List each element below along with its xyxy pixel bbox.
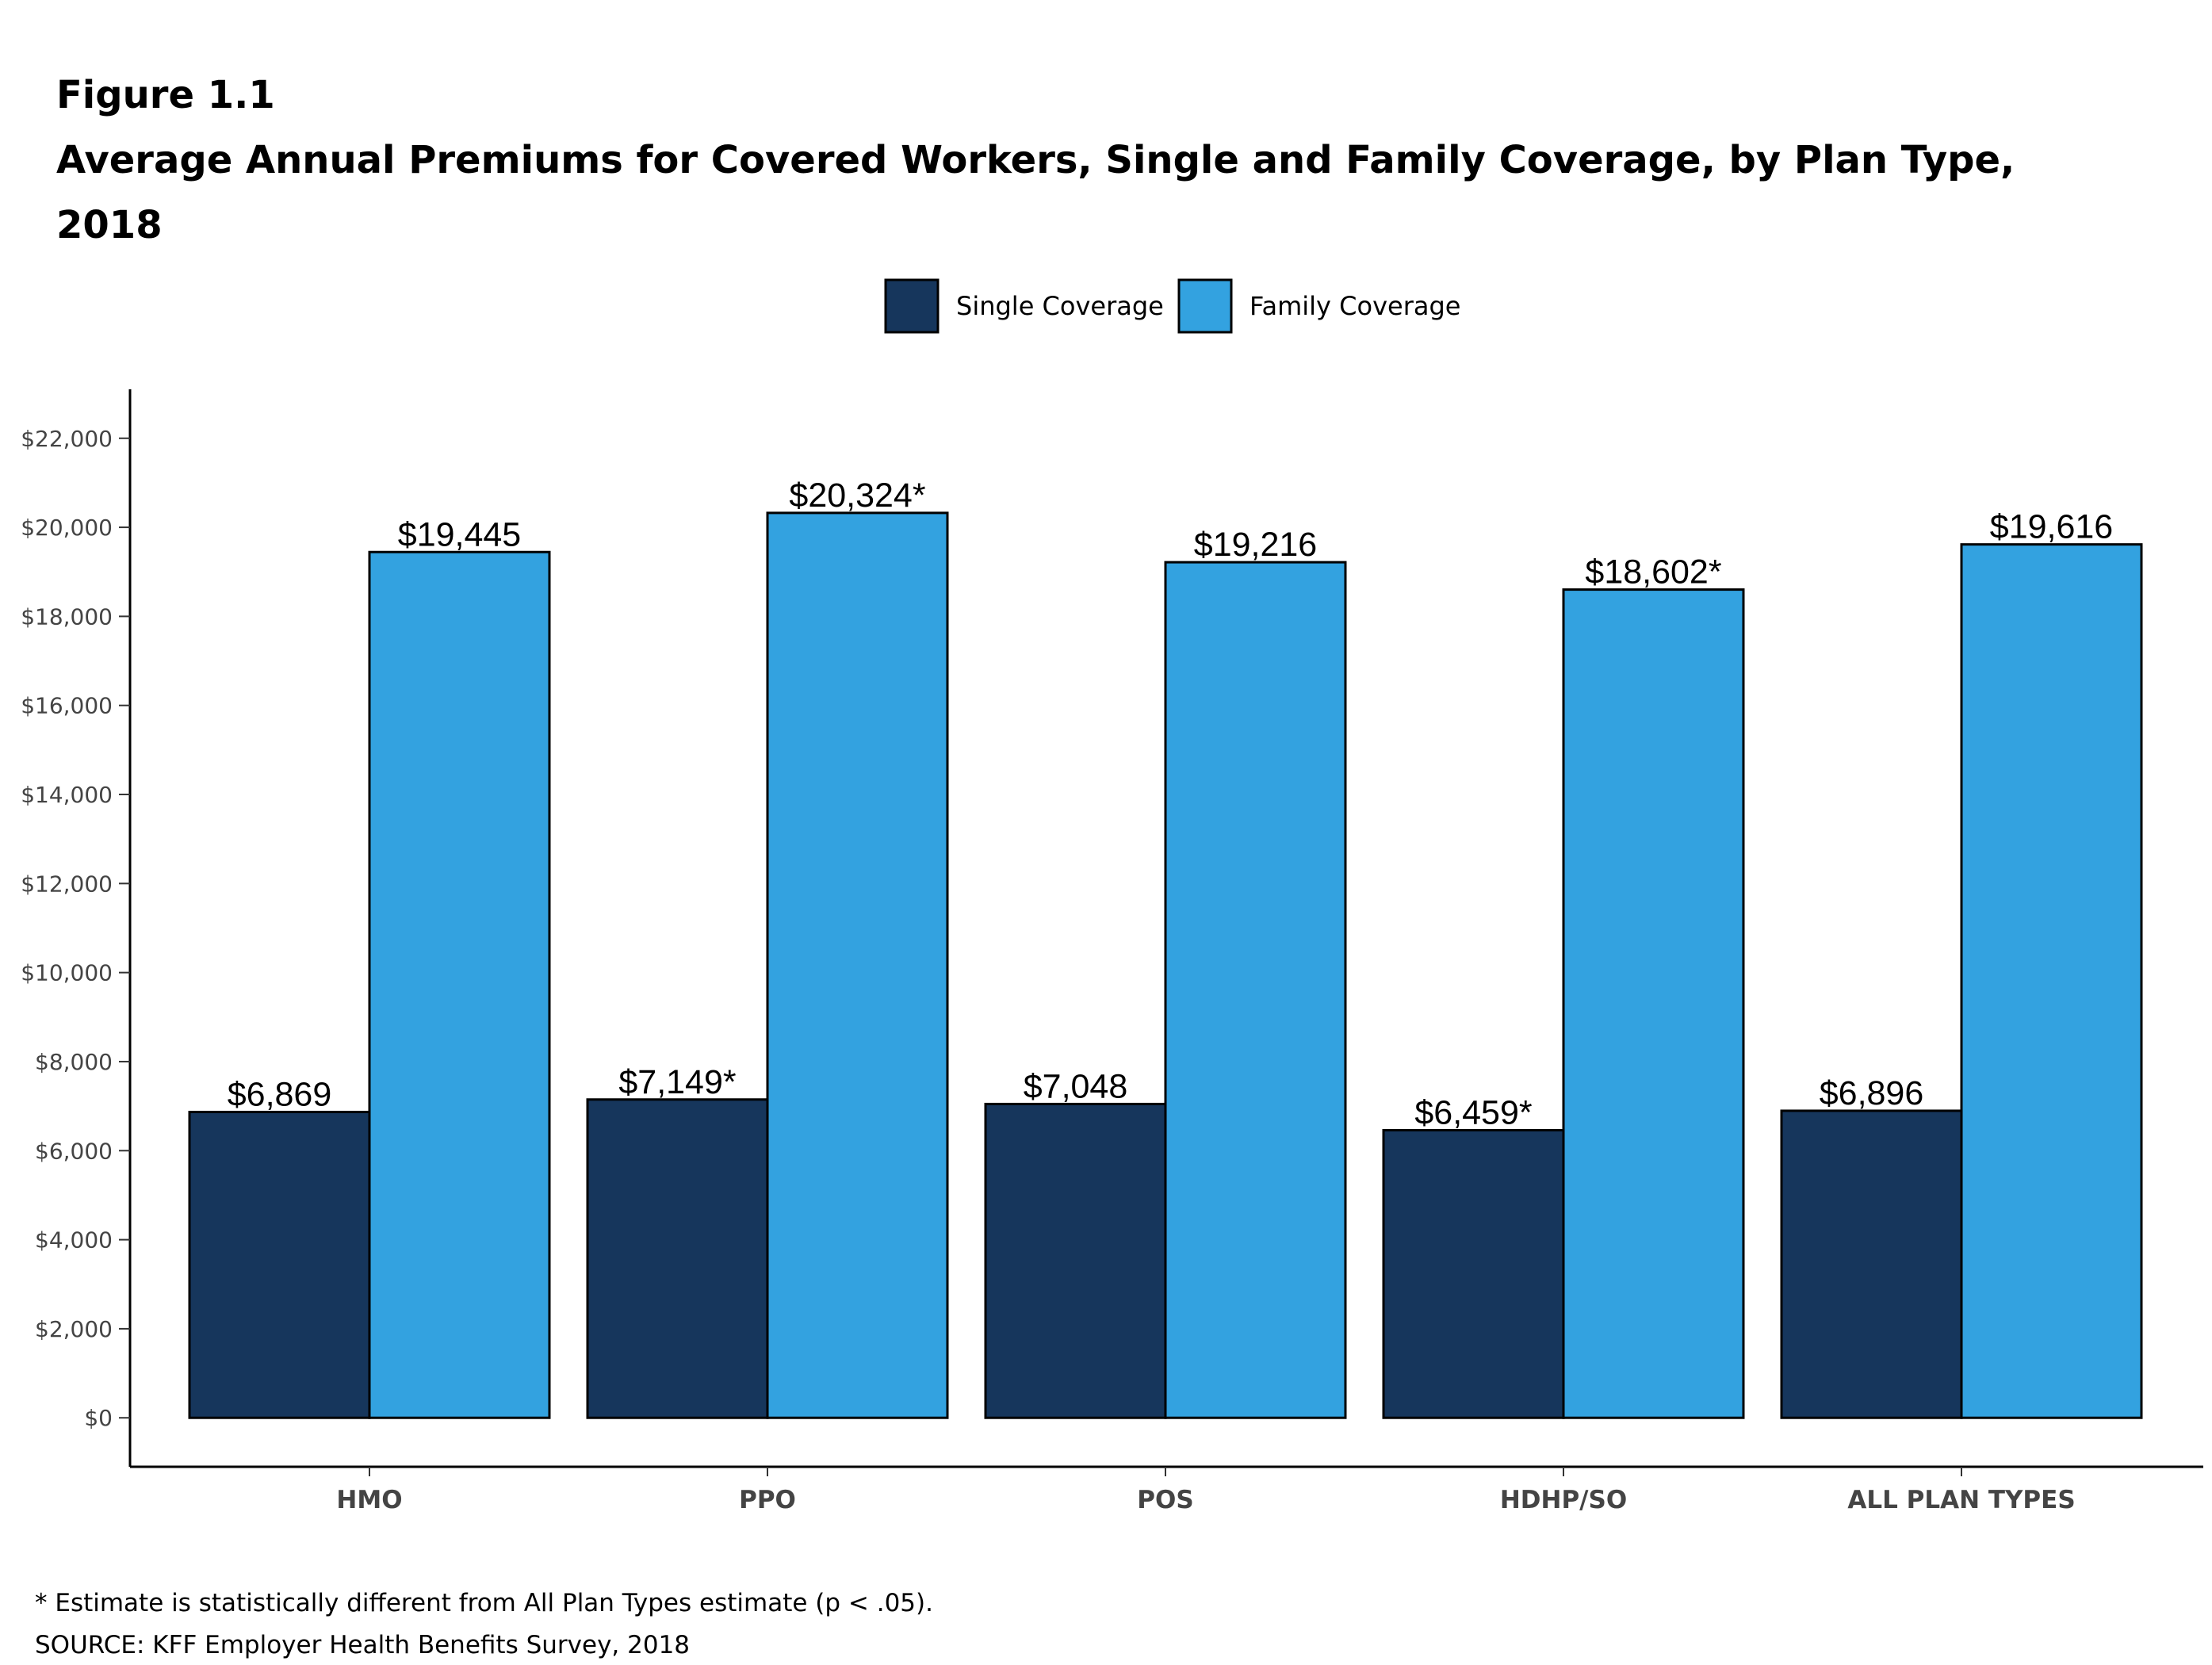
source: SOURCE: KFF Employer Health Benefits Sur…: [35, 1631, 690, 1659]
bar: [1164, 561, 1347, 1419]
y-tick-label: $16,000: [21, 693, 113, 719]
figure-label: Figure 1.1: [56, 73, 275, 117]
y-tick-label: $14,000: [21, 782, 113, 808]
y-tick-label: $0: [84, 1405, 113, 1431]
bar: [1780, 1109, 1963, 1419]
legend-swatch: [884, 278, 940, 334]
bar: [1382, 1129, 1565, 1419]
legend-swatch: [1177, 278, 1233, 334]
bar: [1562, 588, 1745, 1419]
bar: [1960, 543, 2143, 1419]
x-tick-label: POS: [1137, 1486, 1193, 1514]
value-label: $20,324*: [789, 477, 925, 515]
y-tick-label: $20,000: [21, 515, 113, 541]
x-tick-label: PPO: [739, 1486, 796, 1514]
legend-label: Single Coverage: [956, 291, 1164, 321]
x-tick-label: HMO: [336, 1486, 402, 1514]
x-tick-label: ALL PLAN TYPES: [1847, 1486, 2075, 1514]
value-label: $6,869: [228, 1075, 332, 1113]
y-tick-label: $10,000: [21, 960, 113, 986]
value-label: $7,048: [1024, 1067, 1128, 1105]
value-label: $19,216: [1194, 526, 1317, 564]
y-tick-label: $12,000: [21, 871, 113, 897]
chart-title: Average Annual Premiums for Covered Work…: [56, 138, 2015, 182]
value-label: $6,896: [1820, 1074, 1924, 1112]
value-label: $7,149*: [618, 1063, 737, 1101]
legend-label: Family Coverage: [1250, 291, 1460, 321]
value-label: $19,445: [398, 515, 521, 553]
bar: [188, 1110, 371, 1419]
footnote: * Estimate is statistically different fr…: [35, 1589, 933, 1617]
bar: [766, 511, 949, 1419]
bar: [984, 1102, 1167, 1419]
value-label: $6,459*: [1414, 1094, 1533, 1132]
bar: [586, 1098, 769, 1419]
value-label: $19,616: [1990, 508, 2113, 546]
y-tick-label: $18,000: [21, 603, 113, 630]
y-tick-label: $22,000: [21, 426, 113, 452]
bar: [368, 550, 551, 1419]
y-tick-label: $6,000: [35, 1138, 113, 1164]
y-tick-label: $4,000: [35, 1227, 113, 1254]
y-tick-label: $2,000: [35, 1316, 113, 1342]
y-tick-label: $8,000: [35, 1049, 113, 1075]
chart-title-year: 2018: [56, 203, 163, 247]
value-label: $18,602*: [1585, 553, 1721, 591]
x-tick-label: HDHP/SO: [1500, 1486, 1627, 1514]
